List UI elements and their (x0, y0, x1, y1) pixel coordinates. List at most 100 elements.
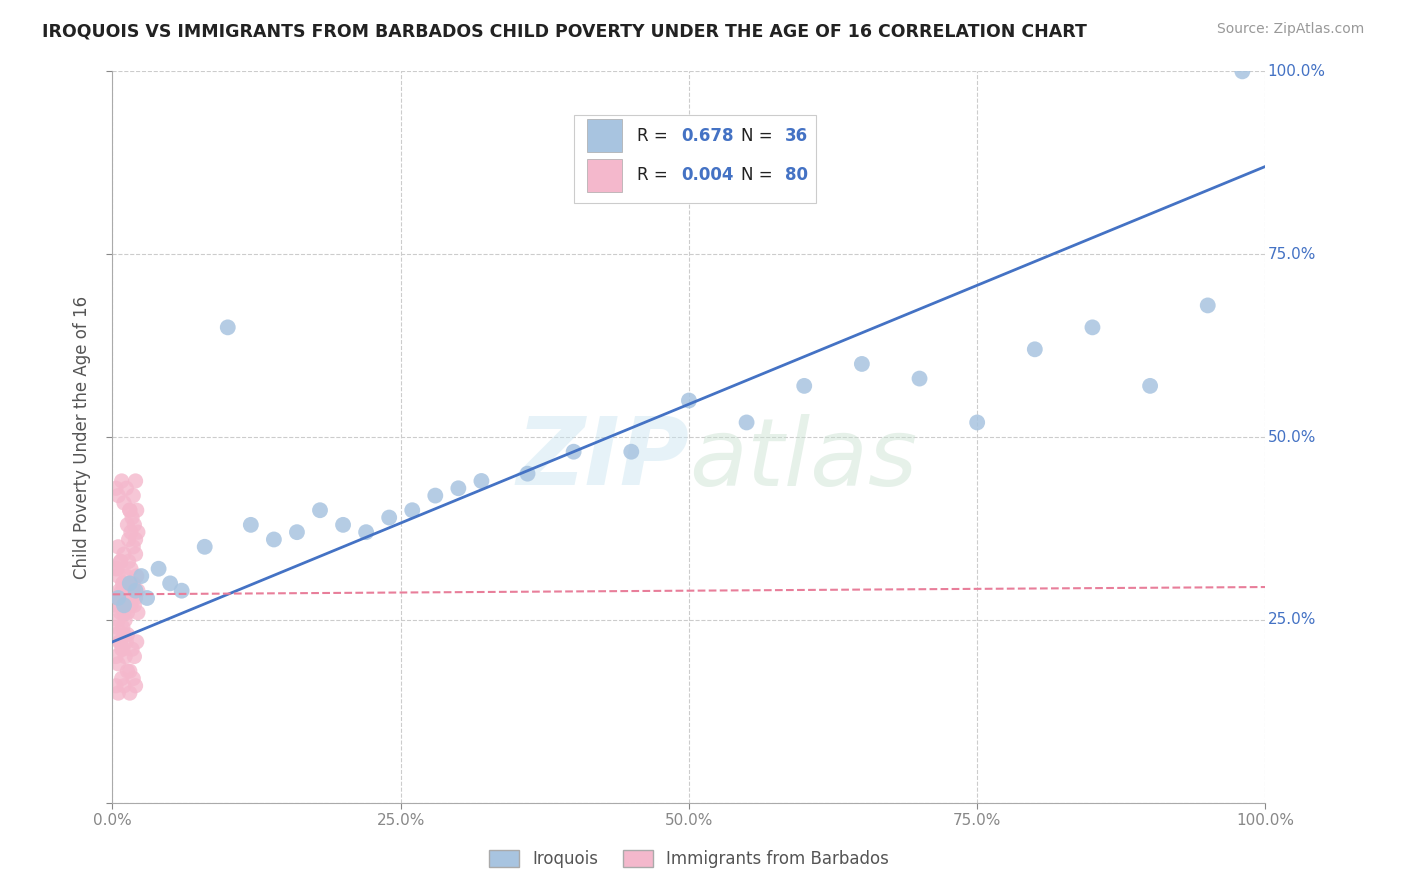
Point (425, 489, 447, 503)
Point (114, 613, 136, 627)
Point (114, 599, 136, 613)
Point (851, 357, 873, 371)
Bar (588, 159, 621, 192)
Text: ZIP: ZIP (516, 413, 689, 505)
Point (112, 679, 135, 693)
Point (105, 620, 128, 634)
Point (124, 547, 146, 561)
Text: 100.0%: 100.0% (1268, 64, 1326, 78)
Point (124, 583, 146, 598)
Point (107, 657, 129, 671)
Point (127, 525, 149, 540)
Point (107, 489, 129, 503)
Point (110, 606, 132, 620)
Point (104, 481, 127, 495)
Point (120, 599, 142, 613)
Point (112, 627, 135, 641)
Point (115, 569, 138, 583)
Point (117, 576, 139, 591)
Point (170, 583, 193, 598)
Point (120, 525, 142, 540)
Point (111, 642, 134, 657)
Point (122, 576, 145, 591)
FancyBboxPatch shape (574, 115, 815, 203)
Point (108, 635, 131, 649)
Text: 0.678: 0.678 (681, 127, 734, 145)
Y-axis label: Child Poverty Under the Age of 16: Child Poverty Under the Age of 16 (73, 295, 91, 579)
Point (111, 642, 134, 657)
Point (115, 635, 138, 649)
Text: 50.0%: 50.0% (1268, 430, 1316, 444)
Point (121, 642, 143, 657)
Point (118, 686, 141, 700)
Text: 0.004: 0.004 (681, 166, 734, 184)
Point (125, 569, 148, 583)
Point (104, 627, 127, 641)
Text: N =: N = (741, 166, 778, 184)
Point (908, 371, 931, 385)
Text: N =: N = (741, 127, 778, 145)
Point (115, 591, 138, 605)
Bar (588, 120, 621, 153)
Text: Source: ZipAtlas.com: Source: ZipAtlas.com (1216, 22, 1364, 37)
Point (107, 686, 129, 700)
Point (124, 599, 146, 613)
Point (516, 467, 538, 481)
Point (125, 503, 148, 517)
Point (117, 554, 139, 568)
Point (124, 474, 146, 488)
Point (378, 510, 401, 524)
Point (104, 599, 127, 613)
Point (111, 474, 134, 488)
Point (136, 591, 159, 605)
Point (124, 591, 146, 605)
Point (108, 599, 131, 613)
Point (117, 664, 139, 678)
Point (107, 569, 129, 583)
Text: R =: R = (637, 166, 673, 184)
Point (127, 583, 149, 598)
Point (111, 672, 134, 686)
Point (112, 547, 135, 561)
Text: 80: 80 (785, 166, 807, 184)
Point (118, 576, 141, 591)
Point (1139, 379, 1161, 393)
Point (129, 569, 153, 583)
Point (115, 481, 138, 495)
Point (401, 503, 423, 517)
Point (112, 606, 135, 620)
Point (285, 525, 308, 540)
Point (117, 627, 139, 641)
Point (124, 517, 146, 532)
Point (127, 606, 149, 620)
Point (239, 517, 262, 532)
Point (114, 649, 136, 664)
Text: R =: R = (637, 127, 673, 145)
Point (107, 540, 129, 554)
Point (793, 379, 815, 393)
Point (217, 320, 239, 334)
Point (112, 496, 135, 510)
Text: IROQUOIS VS IMMIGRANTS FROM BARBADOS CHILD POVERTY UNDER THE AGE OF 16 CORRELATI: IROQUOIS VS IMMIGRANTS FROM BARBADOS CHI… (42, 22, 1087, 40)
Point (111, 576, 134, 591)
Point (112, 599, 135, 613)
Point (125, 635, 148, 649)
Point (111, 591, 134, 605)
Point (122, 489, 145, 503)
Point (122, 583, 145, 598)
Point (107, 591, 129, 605)
Point (118, 503, 141, 517)
Legend: Iroquois, Immigrants from Barbados: Iroquois, Immigrants from Barbados (482, 844, 896, 875)
Point (735, 416, 758, 430)
Point (118, 583, 141, 598)
Point (1232, 64, 1254, 78)
Point (678, 393, 700, 408)
Point (124, 679, 146, 693)
Point (118, 503, 141, 517)
Point (105, 562, 128, 576)
Text: 25.0%: 25.0% (1268, 613, 1316, 627)
Point (194, 540, 217, 554)
Point (108, 583, 131, 598)
Point (111, 583, 134, 598)
Point (562, 444, 585, 458)
